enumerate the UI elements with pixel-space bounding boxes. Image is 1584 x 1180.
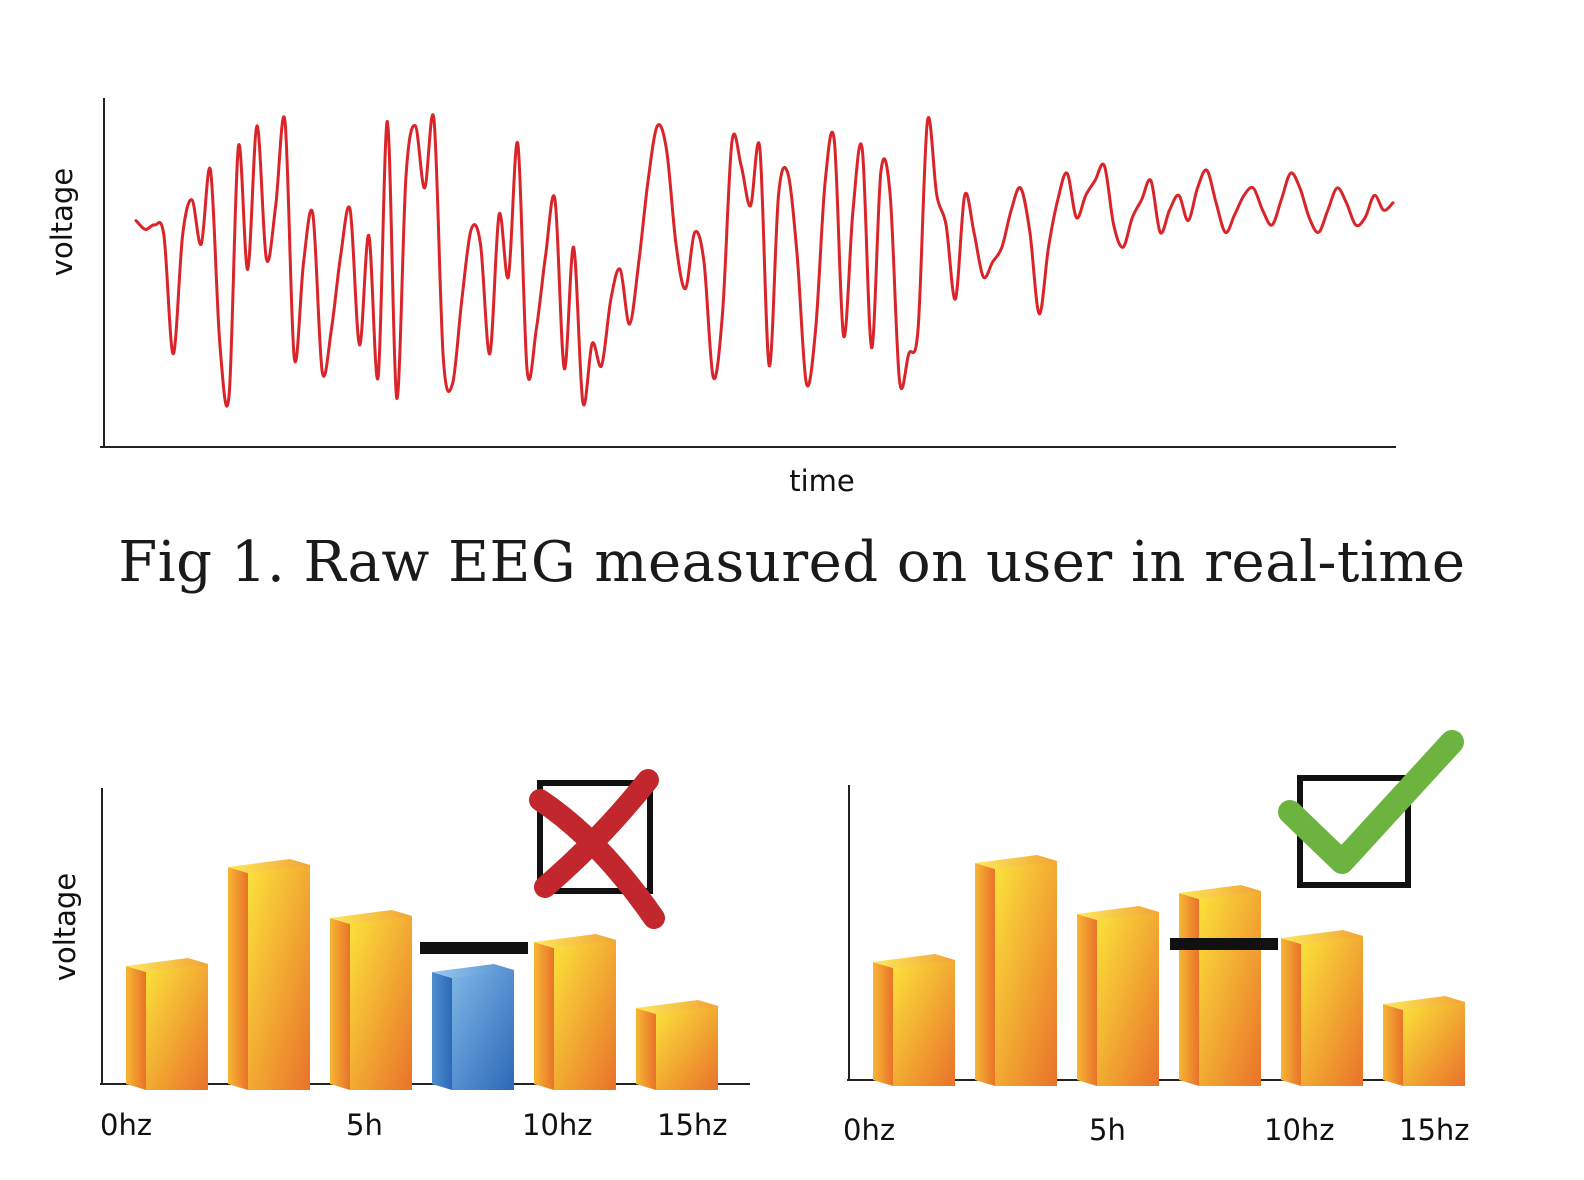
spectrum-fail-y-axis-label: voltage [48, 873, 82, 981]
spectrum-bar [330, 910, 412, 1090]
spectrum-pass-tick-label: 10hz [1264, 1113, 1335, 1147]
spectrum-bar [1281, 930, 1363, 1086]
spectrum-fail-threshold-line [420, 942, 528, 954]
eeg-series-line [134, 113, 1395, 408]
spectrum-bar [432, 964, 514, 1090]
spectrum-bar [1077, 906, 1159, 1086]
spectrum-bar [636, 1000, 718, 1090]
spectrum-chart-fail: voltage 0hz 5h 10hz 15hz [48, 769, 750, 1142]
spectrum-pass-threshold-line [1170, 938, 1278, 950]
spectrum-fail-tick-label: 0hz [100, 1108, 152, 1142]
check-icon [1278, 730, 1464, 888]
spectrum-chart-pass: 0hz 5h 10hz 15hz [843, 730, 1470, 1147]
spectrum-fail-bars [126, 859, 718, 1090]
spectrum-pass-tick-label: 15hz [1399, 1113, 1470, 1147]
spectrum-fail-tick-label: 10hz [522, 1108, 593, 1142]
spectrum-fail-tick-label: 15hz [657, 1108, 728, 1142]
spectrum-pass-bars [873, 855, 1465, 1086]
spectrum-bar [975, 855, 1057, 1086]
eeg-chart: time voltage [45, 98, 1396, 498]
figure-caption: Fig 1. Raw EEG measured on user in real-… [118, 530, 1466, 595]
eeg-y-axis-label: voltage [45, 168, 79, 276]
spectrum-bar [534, 934, 616, 1090]
eeg-x-axis-label: time [789, 464, 855, 498]
spectrum-bar [228, 859, 310, 1090]
spectrum-pass-tick-label: 5h [1089, 1113, 1126, 1147]
spectrum-bar [1383, 996, 1465, 1086]
spectrum-bar [126, 958, 208, 1090]
cross-icon [529, 769, 665, 929]
spectrum-pass-tick-label: 0hz [843, 1113, 895, 1147]
spectrum-bar [873, 954, 955, 1086]
spectrum-fail-tick-label: 5h [346, 1108, 383, 1142]
spectrum-bar [1179, 885, 1261, 1086]
